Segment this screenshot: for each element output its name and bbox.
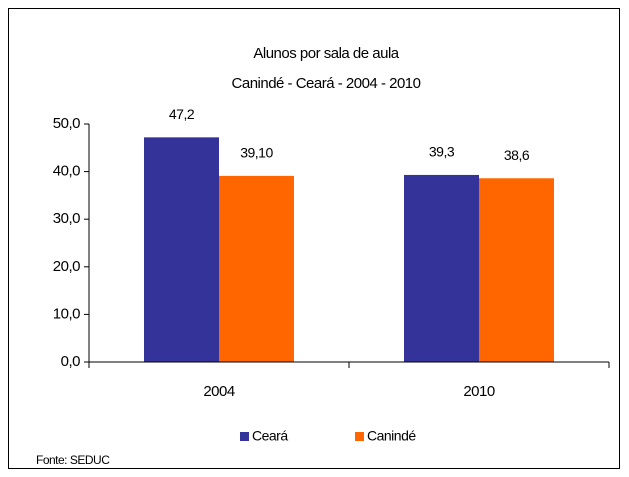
legend-label: Ceará (252, 428, 288, 444)
chart-frame (8, 8, 620, 469)
data-label: 38,6 (504, 147, 530, 163)
y-tick-label: 0,0 (61, 353, 81, 370)
legend-swatch (355, 432, 364, 441)
x-tick-label: 2004 (203, 383, 235, 400)
y-tick-label: 20,0 (53, 258, 80, 275)
bar (479, 178, 554, 362)
bar (404, 174, 479, 362)
chart-subtitle: Canindé - Ceará - 2004 - 2010 (232, 75, 421, 92)
legend-label: Canindé (367, 428, 416, 444)
y-tick-label: 30,0 (53, 210, 80, 227)
data-label: 39,10 (240, 145, 273, 161)
source-note: Fonte: SEDUC (36, 453, 110, 467)
chart-title: Alunos por sala de aula (253, 45, 399, 62)
y-tick-label: 10,0 (53, 305, 80, 322)
y-tick-label: 50,0 (53, 115, 80, 132)
data-label: 47,2 (169, 106, 195, 122)
y-tick-label: 40,0 (53, 163, 80, 180)
data-label: 39,3 (429, 144, 455, 160)
bar (144, 137, 219, 362)
x-tick-label: 2010 (463, 383, 495, 400)
bar (219, 175, 294, 362)
legend-swatch (240, 432, 249, 441)
